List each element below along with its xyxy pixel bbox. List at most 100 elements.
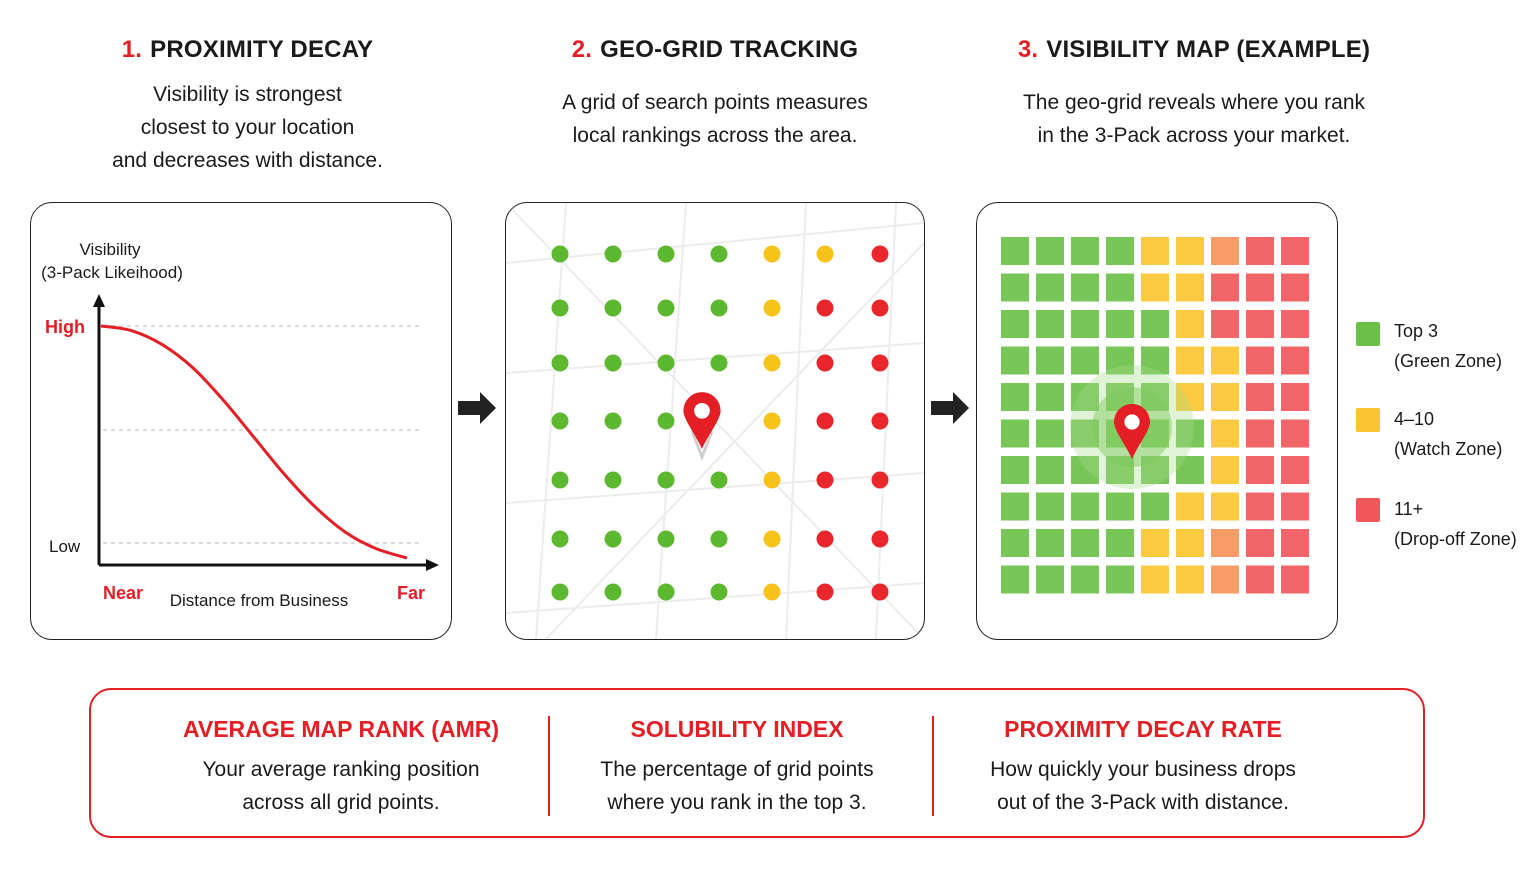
metric-decay-rate-description: How quickly your business drops out of t…	[990, 758, 1296, 814]
grid-point-yellow	[763, 530, 781, 548]
heatmap-cell	[1071, 565, 1099, 594]
visibility-heatmap	[1001, 237, 1309, 594]
grid-point-red	[871, 245, 889, 263]
heatmap-cell	[1176, 273, 1204, 302]
heatmap-cell	[1211, 565, 1239, 594]
heatmap-cell	[1106, 310, 1134, 338]
metric-solubility-description: The percentage of grid points where you …	[600, 758, 874, 814]
heatmap-cell	[1246, 456, 1274, 484]
heatmap-cell	[1001, 456, 1029, 484]
grid-point-yellow	[763, 583, 781, 601]
heatmap-cell	[1071, 346, 1099, 375]
heatmap-cell	[1106, 529, 1134, 557]
heatmap-cell	[1246, 383, 1274, 411]
heatmap-cell	[1036, 310, 1064, 338]
metric-divider	[932, 716, 934, 816]
grid-point-green	[657, 299, 675, 317]
grid-point-green	[657, 583, 675, 601]
grid-point-red	[816, 412, 834, 430]
legend-swatch-yellow	[1356, 408, 1380, 432]
metric-decay-rate: PROXIMITY DECAY RATE How quickly your bu…	[933, 690, 1353, 819]
heatmap-cell	[1176, 529, 1204, 557]
heatmap-cell	[1176, 237, 1204, 265]
heatmap-cell	[1176, 492, 1204, 521]
street-line	[506, 472, 924, 504]
y-axis-label-line2: (3-Pack Likeihood)	[41, 263, 183, 282]
heatmap-cell	[1036, 237, 1064, 265]
street-line	[545, 242, 924, 639]
heatmap-cell	[1001, 419, 1029, 448]
grid-point-yellow	[763, 412, 781, 430]
heatmap-cell	[1071, 529, 1099, 557]
grid-point-green	[551, 412, 569, 430]
heatmap-cell	[1141, 273, 1169, 302]
grid-point-green	[604, 471, 622, 489]
heatmap-cell	[1211, 492, 1239, 521]
heatmap-cell	[1001, 492, 1029, 521]
heatmap-cell	[1246, 346, 1274, 375]
heatmap-cell	[1211, 273, 1239, 302]
grid-point-green	[551, 471, 569, 489]
heatmap-cell	[1176, 310, 1204, 338]
heatmap-cell	[1281, 419, 1309, 448]
metrics-box: AVERAGE MAP RANK (AMR) Your average rank…	[89, 688, 1425, 838]
grid-point-green	[551, 299, 569, 317]
heatmap-cell	[1141, 237, 1169, 265]
grid-point-green	[551, 245, 569, 263]
legend-swatch-red	[1356, 498, 1380, 522]
grid-point-yellow	[763, 299, 781, 317]
decay-chart: Visibility (3-Pack Likeihood) High Low N…	[41, 240, 439, 610]
heatmap-cell	[1036, 383, 1064, 411]
metric-decay-rate-title: PROXIMITY DECAY RATE	[1004, 716, 1282, 742]
grid-point-red	[816, 530, 834, 548]
heatmap-cell	[1281, 237, 1309, 265]
heatmap-cell	[1211, 346, 1239, 375]
grid-point-green	[604, 299, 622, 317]
heatmap-cell	[1071, 419, 1099, 448]
heatmap-cell	[1071, 492, 1099, 521]
grid-point-green	[657, 530, 675, 548]
grid-point-yellow	[763, 245, 781, 263]
grid-point-red	[871, 583, 889, 601]
heatmap-cell	[1211, 456, 1239, 484]
column-1-header: 1. PROXIMITY DECAY Visibility is stronges…	[40, 36, 455, 177]
y-axis-arrowhead	[93, 294, 105, 307]
column-1-description: Visibility is strongest closest to your …	[112, 83, 383, 172]
grid-point-red	[871, 471, 889, 489]
heatmap-cell	[1106, 273, 1134, 302]
map-pin-icon	[683, 392, 721, 462]
grid-point-green	[604, 354, 622, 372]
geo-grid-panel	[505, 202, 925, 640]
heatmap-cell	[1211, 310, 1239, 338]
heatmap-cell	[1246, 419, 1274, 448]
grid-point-red	[871, 299, 889, 317]
street-line	[535, 203, 567, 639]
heatmap-cell	[1001, 529, 1029, 557]
grid-point-green	[710, 299, 728, 317]
grid-point-yellow	[763, 471, 781, 489]
heatmap-cell	[1211, 529, 1239, 557]
heatmap-cell	[1281, 529, 1309, 557]
column-2-description: A grid of search points measures local r…	[562, 91, 868, 147]
grid-point-red	[816, 583, 834, 601]
heatmap-cell	[1176, 419, 1204, 448]
arrow-right-icon	[458, 392, 496, 424]
grid-point-red	[816, 471, 834, 489]
column-3-header: 3. VISIBILITY MAP (EXAMPLE) The geo-grid …	[976, 36, 1412, 152]
pin-hole	[694, 402, 710, 419]
heatmap-cell	[1281, 310, 1309, 338]
y-tick-low: Low	[49, 537, 81, 556]
heatmap-cell	[1036, 456, 1064, 484]
geo-grid	[506, 203, 924, 639]
heatmap-cell	[1036, 529, 1064, 557]
heatmap-cell	[1001, 273, 1029, 302]
grid-point-red	[871, 412, 889, 430]
metric-divider	[548, 716, 550, 816]
grid-point-red	[816, 354, 834, 372]
heatmap-cell	[1246, 310, 1274, 338]
grid-point-red	[816, 299, 834, 317]
heatmap-cell	[1281, 492, 1309, 521]
heatmap-cell	[1036, 492, 1064, 521]
decay-chart-panel: Visibility (3-Pack Likeihood) High Low N…	[30, 202, 452, 640]
column-3-title: 3. VISIBILITY MAP (EXAMPLE)	[1017, 36, 1371, 63]
